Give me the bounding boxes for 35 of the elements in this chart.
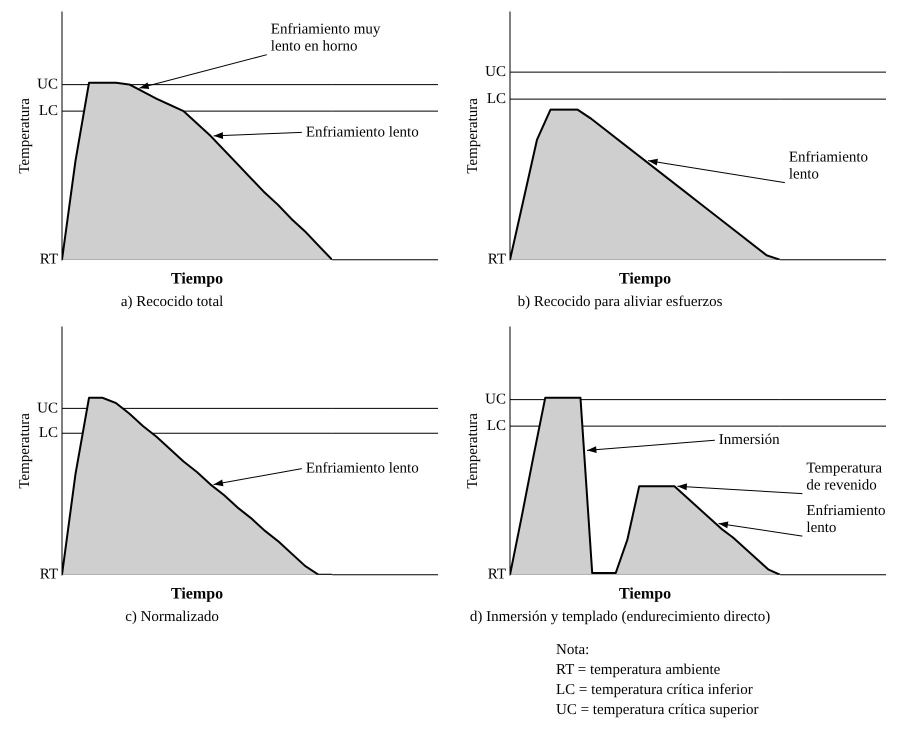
text: Temperatura de revenido bbox=[806, 460, 882, 494]
text: LC = temperatura crítica inferior bbox=[556, 681, 754, 700]
y-axis-title: Temperatura bbox=[464, 98, 481, 174]
text: Nota: bbox=[556, 641, 590, 660]
x-axis-title: Tiempo bbox=[618, 586, 672, 603]
text: Enfriamiento lento bbox=[788, 150, 868, 183]
x-axis-title: Tiempo bbox=[170, 586, 224, 603]
text: b) Recocido para aliviar esfuerzos bbox=[518, 294, 723, 310]
text: Enfriamiento lento bbox=[806, 503, 886, 536]
text: d) Inmersión y templado (endurecimiento directo) bbox=[470, 608, 770, 625]
annotation: Inmersión bbox=[718, 432, 780, 448]
ref-line-label: UC bbox=[37, 400, 58, 416]
ref-line-label: LC bbox=[38, 425, 58, 442]
ref-line-label: LC bbox=[486, 91, 506, 108]
ref-line-label: UC bbox=[37, 76, 58, 93]
text: c) Normalizado bbox=[125, 608, 219, 625]
ref-line-label: LC bbox=[486, 418, 506, 434]
x-axis-title: Tiempo bbox=[170, 270, 224, 288]
ref-line-label: UC bbox=[485, 64, 506, 80]
y-axis-title: Temperatura bbox=[16, 412, 33, 489]
annotation: Enfriamiento lento bbox=[306, 460, 419, 477]
y-axis-title: Temperatura bbox=[16, 98, 33, 174]
ref-line-label: RT bbox=[488, 252, 506, 268]
x-axis-title: Tiempo bbox=[618, 270, 672, 288]
ref-line-label: RT bbox=[40, 252, 58, 268]
ref-line-label: UC bbox=[485, 392, 506, 408]
ref-line-label: RT bbox=[40, 566, 58, 583]
text: RT = temperatura ambiente bbox=[556, 661, 722, 680]
y-axis-title: Temperatura bbox=[464, 412, 481, 489]
text: a) Recocido total bbox=[120, 294, 224, 310]
ref-line-label: RT bbox=[488, 566, 506, 583]
ref-line-label: LC bbox=[38, 103, 58, 120]
text: Enfriamiento muy lento en horno bbox=[270, 22, 381, 55]
text: UC = temperatura crítica superior bbox=[556, 701, 759, 720]
annotation: Enfriamiento lento bbox=[306, 124, 419, 140]
